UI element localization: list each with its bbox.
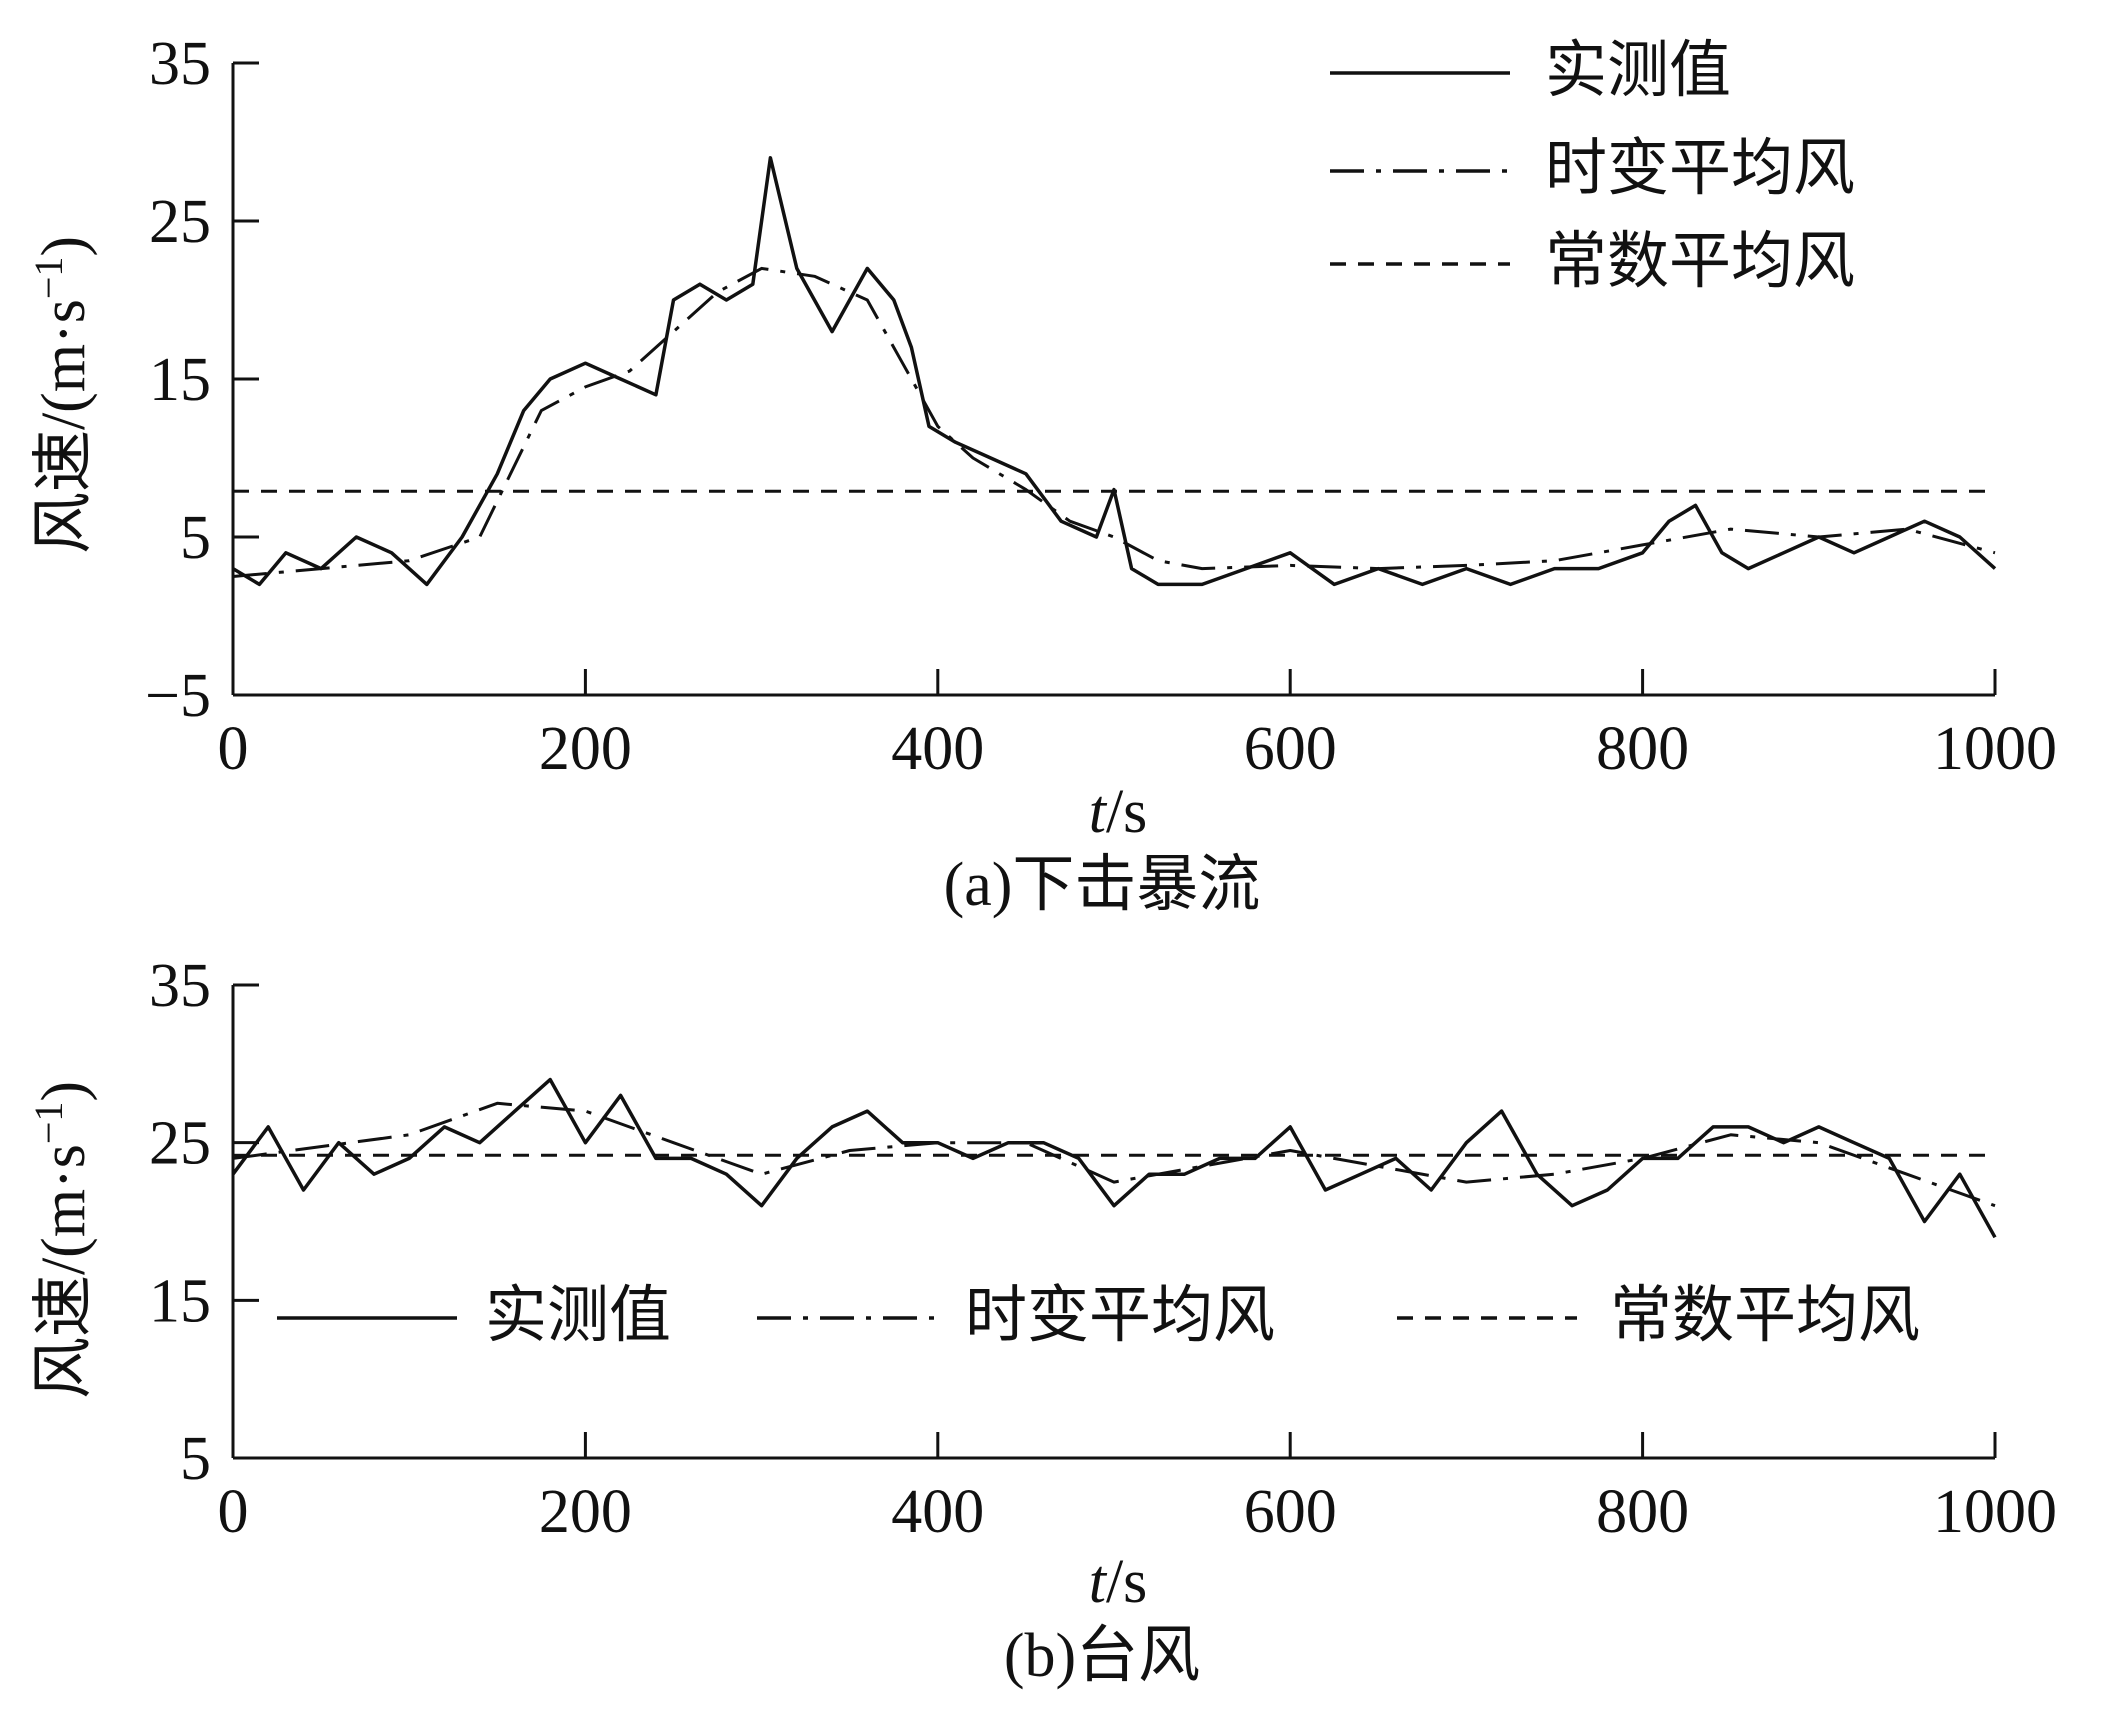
legend-label-a-2: 常数平均风 bbox=[1545, 228, 1855, 296]
y-tick-label-b-2: 25 bbox=[149, 1110, 211, 1178]
x-tick-label-a-1000: 1000 bbox=[1933, 715, 2057, 783]
x-tick-label-b-0: 0 bbox=[218, 1478, 249, 1546]
caption-b: (b)台风 bbox=[1004, 1622, 1200, 1690]
legend-label-b-0: 实测值 bbox=[485, 1282, 671, 1350]
x-axis-title-a: t/s bbox=[1089, 778, 1148, 846]
x-axis-title-b: t/s bbox=[1089, 1548, 1148, 1616]
x-tick-label-a-800: 800 bbox=[1596, 715, 1689, 783]
panel-b-typhoon: 0 200 400 600 800 1000 5 15 25 35 实测值 时变平均风 常数平均风 (b… bbox=[26, 952, 2057, 1690]
y-tick-label-a-2: 15 bbox=[149, 346, 211, 414]
series-line-b-0 bbox=[231, 1077, 1997, 1239]
y-tick-label-b-1: 15 bbox=[149, 1267, 211, 1335]
y-tick-label-a-0: −5 bbox=[145, 662, 211, 730]
y-tick-label-b-0: 5 bbox=[180, 1425, 211, 1493]
series-line-b-1 bbox=[232, 1101, 1996, 1208]
x-tick-label-b-600: 600 bbox=[1244, 1478, 1337, 1546]
caption-a: (a)下击暴流 bbox=[944, 851, 1261, 919]
legend-label-a-1: 时变平均风 bbox=[1545, 135, 1855, 203]
y-tick-label-a-1: 5 bbox=[180, 504, 211, 572]
series-line-a-0 bbox=[232, 156, 1997, 587]
y-tick-label-b-3: 35 bbox=[149, 952, 211, 1020]
legend-label-a-0: 实测值 bbox=[1545, 37, 1731, 105]
y-tick-label-a-4: 35 bbox=[149, 30, 211, 98]
x-tick-label-b-1000: 1000 bbox=[1933, 1478, 2057, 1546]
x-tick-label-a-400: 400 bbox=[891, 715, 984, 783]
plot-area-b: 0 200 400 600 800 1000 5 15 25 35 实测值 时变平均风 常数平均风 bbox=[149, 952, 2057, 1546]
legend-label-b-2: 常数平均风 bbox=[1610, 1282, 1920, 1350]
y-axis-title-b: 风速/(m·s−1) bbox=[26, 1081, 98, 1399]
y-axis-title-a: 风速/(m·s−1) bbox=[26, 236, 98, 554]
x-tick-label-b-400: 400 bbox=[891, 1478, 984, 1546]
series-line-a-1 bbox=[232, 266, 1996, 578]
x-tick-label-a-0: 0 bbox=[218, 715, 249, 783]
legend-label-b-1: 时变平均风 bbox=[965, 1282, 1275, 1350]
x-tick-label-a-200: 200 bbox=[539, 715, 632, 783]
x-tick-label-b-200: 200 bbox=[539, 1478, 632, 1546]
x-tick-label-a-600: 600 bbox=[1244, 715, 1337, 783]
y-tick-label-a-3: 25 bbox=[149, 188, 211, 256]
x-tick-label-b-800: 800 bbox=[1596, 1478, 1689, 1546]
